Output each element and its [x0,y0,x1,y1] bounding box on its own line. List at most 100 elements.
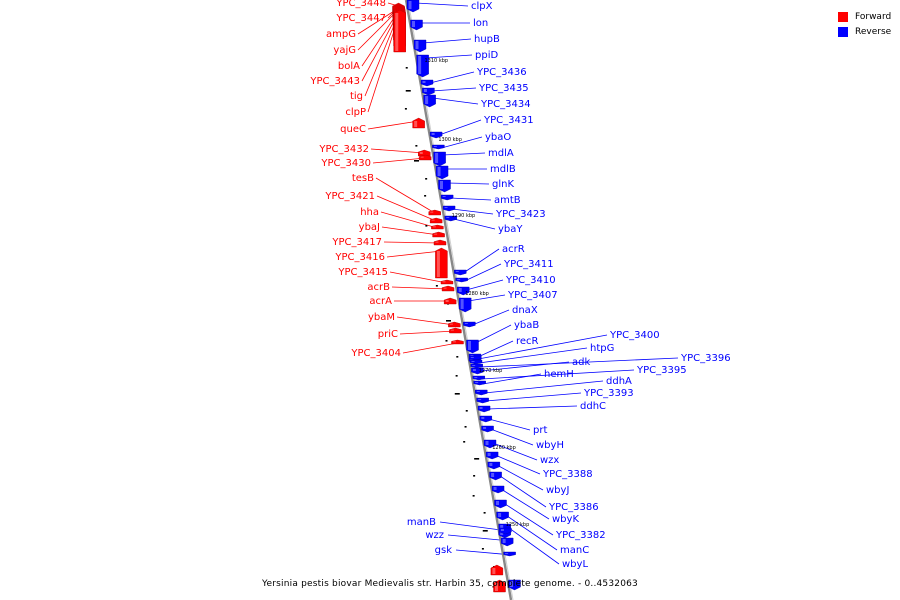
label-connectors [357,2,679,565]
gene-label-rev-ybao: ybaO [485,132,511,143]
feature-fwd-ypc-3404 [451,339,464,345]
feature-fwd-hha [431,224,444,230]
position-label: 1250 kbp [506,522,530,528]
feature-rev-ddhc [477,405,491,413]
connector-rev-ypc-3388 [494,454,541,475]
connector-rev-wbyk [500,488,550,520]
feature-rev-ypc-3431 [429,131,443,139]
feature-rev-htpg [469,359,483,365]
axis-tick [455,375,458,377]
feature-rev-mdla [433,151,446,167]
connector-rev-ddha [484,380,604,394]
gene-label-rev-ypc-3435: YPC_3435 [478,83,529,94]
connector-fwd-ypc-3415 [389,271,448,284]
gene-label-rev-wbyj: wbyJ [546,485,569,496]
connector-rev-manc [505,514,558,551]
connector-rev-ypc-3431 [438,119,482,136]
gene-label-rev-ypc-3431: YPC_3431 [483,115,534,126]
connector-fwd-ypc-3404 [402,342,458,354]
connector-rev-manb [439,521,509,532]
connector-fwd-quec [367,120,419,130]
connector-rev-acrr [463,248,500,274]
axis-tick [481,548,484,550]
feature-rev-ypc-3423 [442,205,456,212]
feature-fwd-partial-bottom [493,579,506,593]
axis-tick [472,495,475,497]
gene-label-rev-ypc-3396: YPC_3396 [680,353,731,364]
feature-rev-ddha [475,389,488,396]
gene-label-fwd-clpp: clpP [345,107,366,118]
connector-rev-mdla [442,152,486,156]
feature-fwd-acra [443,297,457,305]
gene-label-rev-dnax: dnaX [512,305,538,316]
connector-fwd-ybam [396,316,455,326]
connector-fwd-ampg [357,7,400,35]
connector-rev-ddhc [487,405,578,410]
gene-label-rev-ypc-3436: YPC_3436 [476,67,527,78]
gene-label-fwd-ypc-3443: YPC_3443 [309,76,360,87]
feature-rev-mdlb [435,165,449,180]
feature-rev-ybab [466,339,479,354]
feature-fwd-pric [449,327,462,334]
connector-rev-ybao [441,136,483,149]
axis-tick [483,512,486,514]
feature-rev-gsk [503,551,516,557]
gene-label-rev-mdlb: mdlB [490,164,516,175]
connector-rev-ypc-3423 [452,208,494,215]
connector-rev-adk [480,361,570,372]
gene-label-rev-prt: prt [533,425,547,436]
gene-label-fwd-ybaj: ybaJ [359,222,380,233]
axis-tick [435,285,438,287]
feature-rev-dnax [463,321,476,328]
gene-label-fwd-ampg: ampG [326,29,356,40]
connector-fwd-ypc-3432 [370,148,425,154]
feature-rev-ypc-3410 [457,286,470,296]
axis-tick [425,225,428,227]
connector-fwd-yajg [357,8,400,51]
feature-rev-ypc-3434 [423,94,436,108]
connector-rev-clpx [415,2,469,7]
feature-rev-lon [410,19,423,31]
axis-tick [463,441,466,443]
position-label: 1270 kbp [479,368,503,374]
feature-rev-wbyj [487,461,501,470]
legend-forward-swatch [838,11,848,22]
gene-label-fwd-tesb: tesB [352,173,374,184]
connector-rev-glnk [447,182,490,185]
legend-forward-label: Forward [855,11,892,22]
gene-label-rev-ybay: ybaY [498,224,523,235]
feature-rev-ypc-3396 [470,363,483,369]
feature-rev-ypc-3382 [494,499,507,509]
connector-rev-ypc-3410 [466,279,504,291]
gene-label-rev-wbyl: wbyL [562,559,588,570]
axis-tick [474,458,480,460]
feature-rev-acrr [454,269,467,276]
feature-rev-clpx [406,0,420,13]
gene-label-fwd-quec: queC [340,124,366,135]
gene-label-rev-ypc-3423: YPC_3423 [495,209,546,220]
axis-tick [405,67,408,69]
feature-fwd-ypc-3417 [433,239,447,246]
connector-rev-dnax [472,309,510,326]
feature-fwd-ypc-3416 [435,247,448,279]
connector-rev-ypc-3400 [478,334,608,360]
connector-rev-ybay [453,218,496,230]
connector-rev-recr [477,340,514,358]
position-label: 1290 kbp [452,213,476,219]
axis-tick [445,340,448,342]
feature-rev-adk [471,367,484,375]
connector-fwd-ypc-3421 [376,195,437,222]
feature-fwd-ybam [448,321,461,328]
axis-tick [456,356,459,358]
connector-rev-wbyl [507,526,560,565]
legend-reverse-swatch [838,26,848,37]
connector-rev-wbyj [496,464,544,491]
feature-rev-ypc-3395 [472,375,485,381]
gene-label-rev-ybab: ybaB [514,320,539,331]
axis-tick [424,195,427,197]
position-label: 1300 kbp [438,137,462,143]
gene-label-rev-ypc-3434: YPC_3434 [480,99,531,110]
feature-fwd-clpp [393,9,406,53]
gene-label-rev-ypc-3382: YPC_3382 [555,530,606,541]
